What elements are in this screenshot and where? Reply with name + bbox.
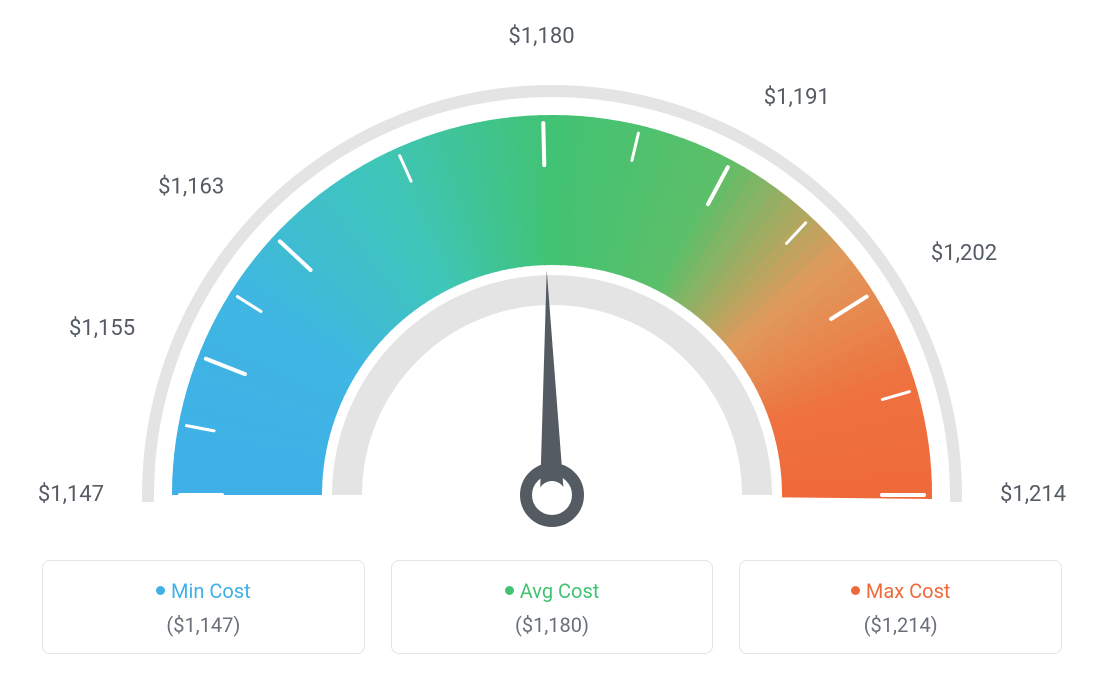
legend-title-text: Min Cost bbox=[171, 579, 251, 603]
legend-title-text: Avg Cost bbox=[520, 579, 600, 603]
gauge-tick-label: $1,191 bbox=[764, 85, 830, 110]
gauge-tick-label: $1,147 bbox=[38, 482, 104, 507]
legend-title-min: Min Cost bbox=[53, 579, 354, 603]
gauge-svg: $1,147 $1,155 $1,163 $1,180 $1,191 $1,202 $1,2… bbox=[20, 20, 1084, 550]
legend-title-text: Max Cost bbox=[866, 579, 951, 603]
gauge-tick-label: $1,163 bbox=[158, 175, 224, 200]
gauge-tick-label: $1,202 bbox=[931, 241, 997, 266]
legend-card-min: Min Cost ($1,147) bbox=[42, 560, 365, 654]
legend-value-avg: ($1,180) bbox=[402, 613, 703, 637]
dot-icon bbox=[156, 586, 165, 595]
legend-card-max: Max Cost ($1,214) bbox=[739, 560, 1062, 654]
dot-icon bbox=[505, 586, 514, 595]
cost-gauge-chart: $1,147 $1,155 $1,163 $1,180 $1,191 $1,202 $1,2… bbox=[20, 20, 1084, 550]
gauge-tick-label: $1,214 bbox=[1000, 482, 1066, 507]
legend-title-avg: Avg Cost bbox=[402, 579, 703, 603]
legend-card-avg: Avg Cost ($1,180) bbox=[391, 560, 714, 654]
legend-title-max: Max Cost bbox=[750, 579, 1051, 603]
gauge-pivot-inner bbox=[538, 481, 566, 509]
legend-value-min: ($1,147) bbox=[53, 613, 354, 637]
gauge-tick-label: $1,155 bbox=[69, 316, 135, 341]
legend-value-max: ($1,214) bbox=[750, 613, 1051, 637]
gauge-tick-label: $1,180 bbox=[508, 24, 574, 49]
legend-row: Min Cost ($1,147) Avg Cost ($1,180) Max … bbox=[42, 560, 1062, 654]
dot-icon bbox=[851, 586, 860, 595]
